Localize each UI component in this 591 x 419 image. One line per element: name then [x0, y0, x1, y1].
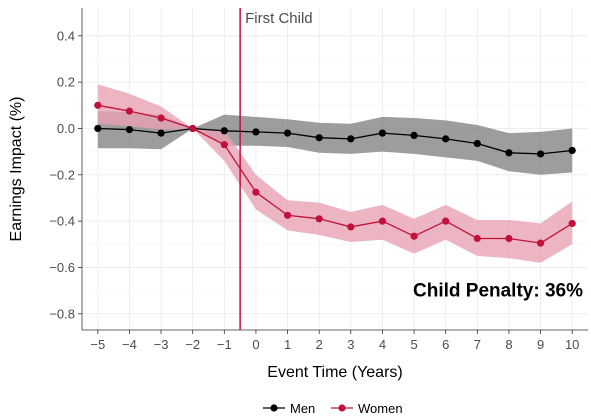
y-tick-label: 0.2	[57, 75, 75, 90]
x-tick-label: 5	[410, 337, 417, 352]
x-tick-label: 4	[379, 337, 386, 352]
legend-men-label: Men	[290, 401, 315, 416]
grid-lines	[82, 8, 588, 330]
data-point-women	[157, 114, 165, 122]
data-point-men	[220, 127, 228, 135]
series-lines	[97, 104, 573, 244]
legend-women-label: Women	[358, 401, 403, 416]
data-point-women	[94, 101, 102, 109]
x-tick-label: −2	[185, 337, 200, 352]
data-point-men	[442, 135, 450, 143]
data-point-women	[252, 188, 260, 196]
data-point-men	[252, 128, 260, 136]
x-tick-label: 0	[252, 337, 259, 352]
data-point-women	[189, 124, 197, 133]
child-penalty-annotation: Child Penalty: 36%	[413, 280, 583, 301]
data-point-men	[157, 129, 165, 137]
x-tick-label: −4	[122, 337, 137, 352]
data-point-men	[505, 149, 513, 157]
data-point-women	[505, 234, 513, 243]
x-tick-label: −3	[154, 337, 169, 352]
data-point-women	[283, 211, 292, 219]
y-tick-label: 0.4	[57, 28, 75, 43]
data-point-men	[283, 129, 292, 137]
data-point-women	[410, 232, 418, 240]
x-tick-label: 2	[316, 337, 323, 352]
data-point-men	[473, 139, 481, 148]
x-tick-label: −1	[217, 337, 232, 352]
axes: 0.4 0.2 0.0 −0.2 −0.4 −0.6 −0.8 −5 −4 −3 −2 −1 0 1 2 3 4…	[49, 8, 588, 352]
y-axis-title: Earnings Impact (%)	[8, 97, 25, 242]
x-tick-label: 6	[442, 337, 449, 352]
series-line-men	[97, 127, 573, 155]
confidence-bands	[97, 84, 573, 263]
data-point-women	[536, 239, 545, 247]
x-axis-title: Event Time (Years)	[267, 364, 402, 381]
data-point-women	[315, 215, 323, 223]
data-point-women	[125, 107, 134, 115]
data-point-men	[94, 124, 102, 133]
data-point-men	[378, 129, 387, 137]
data-point-men	[568, 146, 576, 155]
x-tick-label: 10	[565, 337, 579, 352]
event-line-label: First Child	[245, 10, 313, 27]
confidence-band-women	[97, 84, 573, 263]
data-point-women	[442, 217, 450, 225]
series-line-women	[97, 104, 573, 244]
data-point-women	[347, 223, 355, 231]
x-tick-label: 9	[537, 337, 544, 352]
data-point-men	[410, 131, 418, 140]
legend-women-marker	[338, 404, 346, 412]
y-tick-label: −0.2	[49, 167, 75, 182]
data-point-men	[347, 135, 355, 143]
data-point-women	[473, 234, 481, 243]
x-tick-label: 1	[284, 337, 291, 352]
y-tick-label: −0.4	[49, 214, 75, 229]
legend: Men Women	[263, 401, 403, 416]
y-tick-label: −0.6	[49, 260, 75, 275]
x-tick-label: 3	[347, 337, 354, 352]
data-point-men	[125, 126, 134, 134]
legend-men-marker	[270, 404, 278, 412]
series-points	[94, 101, 576, 247]
y-tick-label: −0.8	[49, 306, 75, 321]
data-point-men	[536, 150, 545, 158]
x-tick-label: −5	[90, 337, 105, 352]
y-tick-label: 0.0	[57, 121, 75, 136]
data-point-women	[220, 141, 228, 149]
data-point-men	[315, 134, 323, 142]
data-point-women	[378, 217, 387, 225]
x-tick-label: 8	[505, 337, 512, 352]
x-tick-label: 7	[474, 337, 481, 352]
data-point-women	[568, 219, 576, 228]
confidence-band-men	[97, 111, 573, 175]
